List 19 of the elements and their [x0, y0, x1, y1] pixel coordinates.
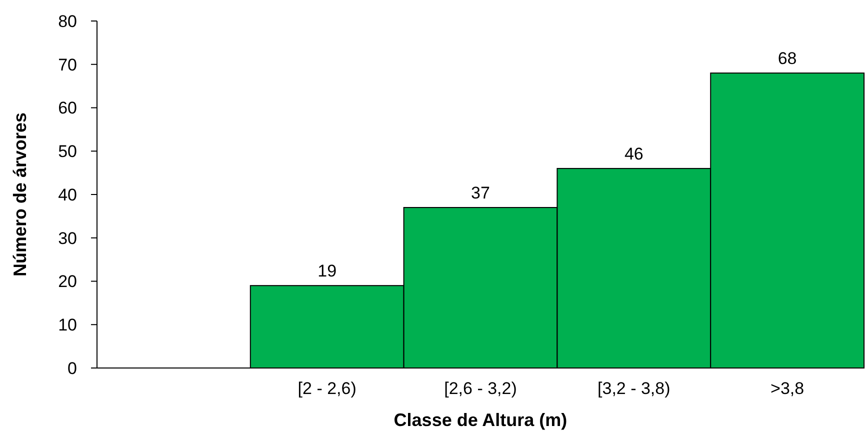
- y-axis-title: Número de árvores: [10, 112, 30, 277]
- x-tick-label: [3,2 - 3,8): [598, 379, 670, 398]
- y-tick-label: 40: [58, 185, 77, 204]
- y-tick-label: 30: [58, 228, 77, 248]
- data-label: 19: [318, 262, 337, 281]
- y-tick-label: 20: [58, 272, 77, 292]
- data-label: 46: [624, 144, 644, 164]
- x-axis-title: Classe de Altura (m): [394, 410, 568, 430]
- y-tick-label: 70: [58, 55, 77, 74]
- y-tick-label: 50: [58, 142, 77, 162]
- x-tick-label: [2,6 - 3,2): [444, 379, 517, 398]
- data-label: 37: [471, 184, 490, 203]
- data-label: 68: [778, 49, 797, 68]
- x-tick-label: [2 - 2,6): [298, 379, 356, 398]
- y-tick-label: 60: [58, 98, 77, 118]
- x-tick-label: >3,8: [770, 379, 804, 398]
- y-tick-label: 80: [58, 12, 77, 31]
- y-tick-label: 10: [58, 316, 77, 335]
- y-tick-label: 0: [68, 358, 77, 378]
